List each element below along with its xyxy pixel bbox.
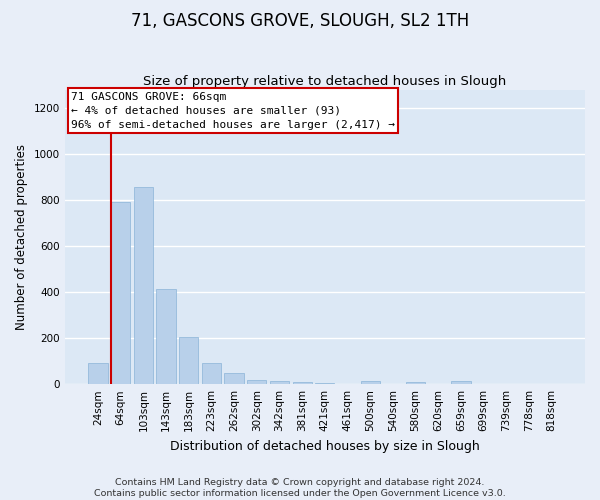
Bar [224, 372, 244, 384]
Text: Contains HM Land Registry data © Crown copyright and database right 2024.
Contai: Contains HM Land Registry data © Crown c… [94, 478, 506, 498]
Bar [111, 202, 130, 384]
Y-axis label: Number of detached properties: Number of detached properties [15, 144, 28, 330]
Bar [293, 382, 312, 384]
Bar [270, 380, 289, 384]
Bar [361, 380, 380, 384]
Bar [88, 363, 107, 384]
Bar [202, 364, 221, 384]
Bar [134, 187, 153, 384]
Title: Size of property relative to detached houses in Slough: Size of property relative to detached ho… [143, 76, 506, 88]
Bar [179, 338, 199, 384]
Bar [406, 382, 425, 384]
Text: 71 GASCONS GROVE: 66sqm
← 4% of detached houses are smaller (93)
96% of semi-det: 71 GASCONS GROVE: 66sqm ← 4% of detached… [71, 92, 395, 130]
X-axis label: Distribution of detached houses by size in Slough: Distribution of detached houses by size … [170, 440, 480, 452]
Bar [315, 383, 334, 384]
Bar [451, 380, 470, 384]
Bar [157, 288, 176, 384]
Text: 71, GASCONS GROVE, SLOUGH, SL2 1TH: 71, GASCONS GROVE, SLOUGH, SL2 1TH [131, 12, 469, 30]
Bar [247, 380, 266, 384]
